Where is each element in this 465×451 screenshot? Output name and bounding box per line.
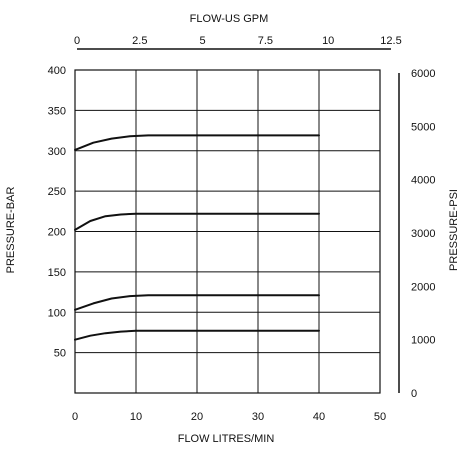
series-line-1	[74, 134, 320, 151]
x-tick-label-20: 20	[191, 411, 203, 423]
x-tick-label-40: 40	[313, 411, 325, 423]
x-tick-label-30: 30	[252, 411, 264, 423]
y-tick-label-150: 150	[48, 267, 66, 279]
series-line-4	[74, 329, 320, 341]
y2-tick-label-1000: 1000	[411, 335, 435, 347]
y2-tick-label-6000: 6000	[411, 68, 435, 80]
y-tick-label-50: 50	[54, 348, 66, 360]
x-tick-label-0: 0	[72, 411, 78, 423]
x2-tick-label-7-5: 7.5	[258, 35, 273, 47]
x2-tick-label-2-5: 2.5	[132, 35, 147, 47]
x-axis-title: FLOW LITRES/MIN	[178, 433, 275, 445]
x-tick-label-50: 50	[374, 411, 386, 423]
y-tick-label-200: 200	[48, 227, 66, 239]
chart-title: FLOW-US GPM	[190, 13, 269, 25]
y2-tick-label-2000: 2000	[411, 281, 435, 293]
y-axis-title: PRESSURE-BAR	[5, 187, 17, 274]
x2-tick-label-0: 0	[74, 35, 80, 47]
series-line-2	[74, 212, 320, 231]
series-layer	[74, 134, 320, 341]
y2-tick-label-3000: 3000	[411, 228, 435, 240]
x-tick-label-10: 10	[130, 411, 142, 423]
grid-layer	[74, 48, 400, 394]
y2-axis-title: PRESSURE-PSI	[448, 189, 460, 271]
x2-tick-label-12-5: 12.5	[380, 35, 401, 47]
y-tick-label-100: 100	[48, 307, 66, 319]
y-tick-label-250: 250	[48, 186, 66, 198]
y-tick-label-350: 350	[48, 105, 66, 117]
x2-tick-label-5: 5	[200, 35, 206, 47]
y2-tick-label-4000: 4000	[411, 175, 435, 187]
y2-tick-label-0: 0	[411, 388, 417, 400]
y-tick-label-300: 300	[48, 146, 66, 158]
series-line-3	[74, 294, 320, 311]
y-tick-label-400: 400	[48, 65, 66, 77]
x2-tick-label-10: 10	[322, 35, 334, 47]
y2-tick-label-5000: 5000	[411, 121, 435, 133]
